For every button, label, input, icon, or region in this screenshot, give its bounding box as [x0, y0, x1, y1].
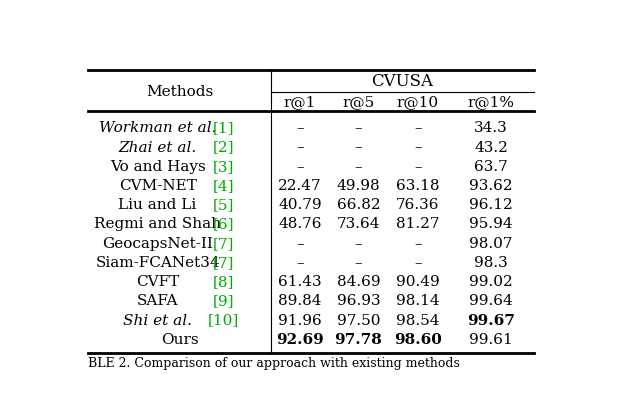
Text: 48.76: 48.76 — [278, 218, 322, 231]
Text: [10]: [10] — [208, 314, 239, 327]
Text: –: – — [296, 141, 304, 155]
Text: 43.2: 43.2 — [474, 141, 508, 155]
Text: Liu and Li: Liu and Li — [119, 198, 197, 212]
Text: 22.47: 22.47 — [278, 179, 322, 193]
Text: 49.98: 49.98 — [337, 179, 380, 193]
Text: 40.79: 40.79 — [278, 198, 322, 212]
Text: Zhai et al.: Zhai et al. — [119, 141, 197, 155]
Text: –: – — [355, 256, 362, 270]
Text: 98.54: 98.54 — [396, 314, 440, 327]
Text: 61.43: 61.43 — [278, 275, 322, 289]
Text: 76.36: 76.36 — [396, 198, 440, 212]
Text: –: – — [414, 256, 422, 270]
Text: [9]: [9] — [212, 295, 234, 308]
Text: 92.69: 92.69 — [276, 333, 324, 347]
Text: r@10: r@10 — [397, 95, 439, 109]
Text: 98.14: 98.14 — [396, 295, 440, 308]
Text: 95.94: 95.94 — [469, 218, 513, 231]
Text: 89.84: 89.84 — [278, 295, 322, 308]
Text: 73.64: 73.64 — [337, 218, 380, 231]
Text: –: – — [414, 237, 422, 251]
Text: CVFT: CVFT — [136, 275, 179, 289]
Text: –: – — [355, 141, 362, 155]
Text: [8]: [8] — [213, 275, 234, 289]
Text: r@1: r@1 — [284, 95, 316, 109]
Text: Regmi and Shah: Regmi and Shah — [94, 218, 221, 231]
Text: SAFA: SAFA — [137, 295, 178, 308]
Text: –: – — [296, 160, 304, 174]
Text: 98.60: 98.60 — [394, 333, 442, 347]
Text: [7]: [7] — [213, 237, 234, 251]
Text: 91.96: 91.96 — [278, 314, 322, 327]
Text: [4]: [4] — [212, 179, 234, 193]
Text: 97.50: 97.50 — [337, 314, 380, 327]
Text: –: – — [414, 160, 422, 174]
Text: 96.12: 96.12 — [469, 198, 513, 212]
Text: [5]: [5] — [213, 198, 234, 212]
Text: 90.49: 90.49 — [396, 275, 440, 289]
Text: 63.7: 63.7 — [474, 160, 508, 174]
Text: 97.78: 97.78 — [335, 333, 382, 347]
Text: –: – — [355, 160, 362, 174]
Text: –: – — [296, 256, 304, 270]
Text: r@5: r@5 — [342, 95, 374, 109]
Text: Vo and Hays: Vo and Hays — [110, 160, 205, 174]
Text: BLE 2. Comparison of our approach with existing methods: BLE 2. Comparison of our approach with e… — [88, 357, 460, 370]
Text: Ours: Ours — [161, 333, 198, 347]
Text: [1]: [1] — [212, 121, 234, 135]
Text: 98.07: 98.07 — [469, 237, 512, 251]
Text: 99.67: 99.67 — [467, 314, 515, 327]
Text: 84.69: 84.69 — [337, 275, 380, 289]
Text: Siam-FCANet34: Siam-FCANet34 — [95, 256, 220, 270]
Text: Workman et al.: Workman et al. — [99, 121, 216, 135]
Text: –: – — [296, 237, 304, 251]
Text: 66.82: 66.82 — [337, 198, 380, 212]
Text: –: – — [355, 121, 362, 135]
Text: CVUSA: CVUSA — [371, 74, 433, 90]
Text: Methods: Methods — [146, 85, 213, 99]
Text: –: – — [414, 141, 422, 155]
Text: GeocapsNet-II: GeocapsNet-II — [102, 237, 213, 251]
Text: [2]: [2] — [212, 141, 234, 155]
Text: 63.18: 63.18 — [396, 179, 440, 193]
Text: 34.3: 34.3 — [474, 121, 508, 135]
Text: CVM-NET: CVM-NET — [119, 179, 197, 193]
Text: 99.64: 99.64 — [469, 295, 513, 308]
Text: –: – — [296, 121, 304, 135]
Text: r@1%: r@1% — [467, 95, 514, 109]
Text: 99.61: 99.61 — [469, 333, 513, 347]
Text: 98.3: 98.3 — [474, 256, 508, 270]
Text: 96.93: 96.93 — [337, 295, 380, 308]
Text: –: – — [414, 121, 422, 135]
Text: 81.27: 81.27 — [396, 218, 440, 231]
Text: [3]: [3] — [213, 160, 234, 174]
Text: Shi et al.: Shi et al. — [123, 314, 192, 327]
Text: [6]: [6] — [212, 218, 234, 231]
Text: 93.62: 93.62 — [469, 179, 513, 193]
Text: –: – — [355, 237, 362, 251]
Text: 99.02: 99.02 — [469, 275, 513, 289]
Text: [7]: [7] — [213, 256, 234, 270]
